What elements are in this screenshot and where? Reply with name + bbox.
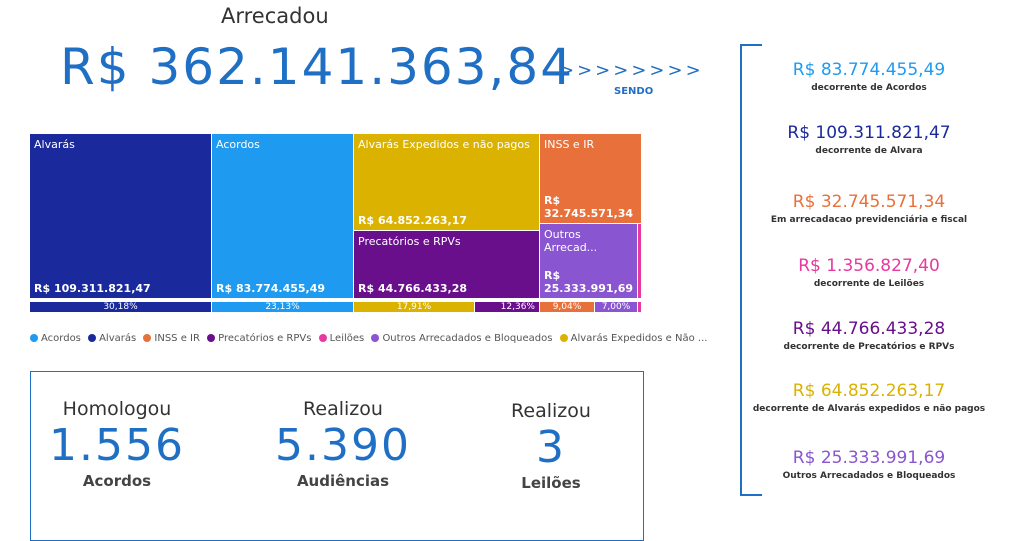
breakdown-value: R$ 64.852.263,17 (792, 381, 946, 401)
kpi-title: Realizou (303, 398, 383, 420)
kpi-number: 1.556 (49, 420, 185, 471)
percent-alvaras: 30,18% (30, 302, 211, 312)
tile-leiloes[interactable] (638, 224, 641, 298)
tile-value: R$ 44.766.433,28 (358, 282, 468, 295)
breakdown-desc: decorrente de Acordos (811, 83, 927, 93)
tile-alvaras[interactable]: Alvarás R$ 109.311.821,47 (30, 134, 211, 298)
kpi-number: 3 (536, 422, 566, 473)
kpi-card: Homologou 1.556 Acordos Realizou 5.390 A… (30, 371, 644, 541)
percent-acordos: 23,13% (212, 302, 353, 312)
kpi-audiencias: Realizou 5.390 Audiências (253, 398, 433, 490)
breakdown-value: R$ 44.766.433,28 (792, 319, 946, 339)
legend-label: INSS e IR (154, 333, 200, 344)
sendo-label: SENDO (614, 86, 654, 97)
kpi-subtitle: Acordos (82, 472, 152, 490)
legend-label: Alvarás (99, 333, 137, 344)
breakdown-desc: Outros Arrecadados e Bloqueados (782, 471, 956, 481)
breakdown-value: R$ 83.774.455,49 (792, 60, 946, 80)
legend-label: Alvarás Expedidos e Não ... (570, 333, 708, 344)
kpi-title: Homologou (62, 398, 172, 420)
breakdown-item-precatorios: R$ 44.766.433,28 decorrente de Precatóri… (749, 319, 989, 352)
breakdown-item-leiloes: R$ 1.356.827,40 decorrente de Leilões (749, 256, 989, 289)
tile-inss-ir[interactable]: INSS e IR R$ 32.745.571,34 (540, 134, 641, 223)
percent-outros: 7,00% (595, 302, 637, 312)
legend-dot (88, 334, 97, 342)
legend-item-inss-ir[interactable]: INSS e IR (143, 333, 200, 344)
tile-alvaras-expedidos[interactable]: Alvarás Expedidos e não pagos R$ 64.852.… (354, 134, 539, 230)
breakdown-desc: decorrente de Leilões (813, 279, 925, 289)
total-arrecadado-value: R$ 362.141.363,84 (60, 38, 575, 96)
tile-label: Outros Arrecad... (544, 228, 598, 254)
treemap-chart: Alvarás R$ 109.311.821,47 Acordos R$ 83.… (30, 134, 641, 316)
breakdown-value: R$ 109.311.821,47 (787, 123, 951, 143)
tile-label: Alvarás (34, 138, 75, 151)
tile-acordos[interactable]: Acordos R$ 83.774.455,49 (212, 134, 353, 298)
breakdown-item-alvaras-expedidos: R$ 64.852.263,17 decorrente de Alvarás e… (749, 381, 989, 414)
breakdown-desc: decorrente de Precatórios e RPVs (783, 342, 955, 352)
legend-label: Acordos (41, 333, 81, 344)
breakdown-desc: decorrente de Alvarás expedidos e não pa… (752, 404, 986, 414)
percent-inss-ir: 9,04% (540, 302, 594, 312)
tile-label: Acordos (216, 138, 260, 151)
legend-dot (207, 334, 216, 342)
treemap-legend: Acordos Alvarás INSS e IR Precatórios e … (30, 333, 711, 344)
breakdown-item-previdenciaria: R$ 32.745.571,34 Em arrecadacao previden… (749, 192, 989, 225)
legend-item-leiloes[interactable]: Leilões (318, 333, 365, 344)
legend-item-outros[interactable]: Outros Arrecadados e Bloqueados (371, 333, 552, 344)
legend-dot (559, 334, 568, 342)
tile-value: R$ 25.333.991,69 (544, 269, 634, 295)
breakdown-value: R$ 1.356.827,40 (798, 256, 940, 276)
tile-outros[interactable]: Outros Arrecad... R$ 25.333.991,69 (540, 224, 637, 298)
legend-item-acordos[interactable]: Acordos (30, 333, 81, 344)
kpi-subtitle: Audiências (296, 472, 390, 490)
kpi-title: Realizou (511, 400, 591, 422)
kpi-acordos: Homologou 1.556 Acordos (31, 398, 203, 490)
kpi-leiloes: Realizou 3 Leilões (491, 400, 611, 492)
arrows-decoration: >>>>>>>> (559, 60, 704, 81)
breakdown-bracket (740, 44, 762, 496)
breakdown-value: R$ 25.333.991,69 (792, 448, 946, 468)
legend-label: Leilões (329, 333, 365, 344)
tile-label: INSS e IR (544, 138, 595, 151)
tile-value: R$ 64.852.263,17 (358, 214, 468, 227)
tile-label: Alvarás Expedidos e não pagos (358, 138, 530, 151)
legend-label: Precatórios e RPVs (218, 333, 312, 344)
legend-item-precatorios[interactable]: Precatórios e RPVs (207, 333, 311, 344)
legend-dot (371, 334, 380, 342)
legend-label: Outros Arrecadados e Bloqueados (382, 333, 553, 344)
breakdown-item-acordos: R$ 83.774.455,49 decorrente de Acordos (749, 60, 989, 93)
breakdown-desc: Em arrecadacao previdenciária e fiscal (770, 215, 968, 225)
tile-label: Precatórios e RPVs (358, 235, 461, 248)
breakdown-value: R$ 32.745.571,34 (792, 192, 946, 212)
legend-dot (30, 334, 38, 342)
tile-value: R$ 109.311.821,47 (34, 282, 151, 295)
legend-item-alvaras[interactable]: Alvarás (88, 333, 136, 344)
kpi-subtitle: Leilões (521, 474, 581, 492)
tile-value: R$ 32.745.571,34 (544, 194, 634, 220)
legend-dot (318, 334, 327, 342)
tile-value: R$ 83.774.455,49 (216, 282, 326, 295)
breakdown-item-outros: R$ 25.333.991,69 Outros Arrecadados e Bl… (749, 448, 989, 481)
legend-item-alvaras-expedidos[interactable]: Alvarás Expedidos e Não ... (559, 333, 708, 344)
percent-precatorios: 12,36% (475, 302, 539, 312)
breakdown-desc: decorrente de Alvara (815, 146, 923, 156)
arrecadou-title: Arrecadou (221, 4, 329, 28)
kpi-number: 5.390 (275, 420, 411, 471)
percent-leiloes (638, 302, 641, 312)
percent-alvaras-expedidos: 17,91% (354, 302, 474, 312)
legend-dot (143, 334, 152, 342)
tile-precatorios[interactable]: Precatórios e RPVs R$ 44.766.433,28 (354, 231, 539, 298)
breakdown-item-alvara: R$ 109.311.821,47 decorrente de Alvara (749, 123, 989, 156)
